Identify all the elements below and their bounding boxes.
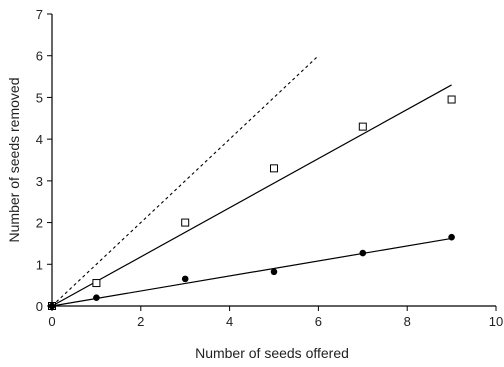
x-ticks: 0 2 4 6 8 10	[48, 306, 503, 329]
x-axis-title: Number of seeds offered	[195, 345, 349, 361]
y-tick-label: 7	[36, 7, 43, 22]
x-tick-label: 0	[48, 314, 55, 329]
data-point-square	[358, 122, 367, 131]
data-point-square	[181, 218, 190, 227]
y-tick-label: 3	[36, 174, 43, 189]
lines	[51, 55, 452, 307]
y-tick-label: 0	[36, 299, 43, 314]
y-ticks: 0 1 2 3 4 5 6 7	[36, 7, 52, 314]
data-point-square	[92, 279, 101, 288]
data-point-square	[270, 164, 278, 173]
y-tick-label: 1	[36, 257, 43, 272]
fit-line-series-1	[51, 84, 452, 307]
y-axis-title: Number of seeds removed	[6, 78, 22, 243]
fit-line-series-2	[51, 237, 452, 307]
data-point-circle	[359, 249, 367, 257]
reference-line	[51, 55, 319, 307]
data-point-circle	[48, 302, 56, 310]
y-tick-label: 6	[36, 49, 43, 64]
points	[48, 95, 456, 310]
x-tick-label: 4	[226, 314, 233, 329]
data-point-circle	[270, 268, 278, 276]
y-tick-label: 2	[36, 216, 43, 231]
x-tick-label: 10	[489, 314, 503, 329]
x-tick-label: 2	[137, 314, 144, 329]
data-point-circle	[93, 294, 100, 301]
data-point-circle	[181, 275, 189, 283]
y-tick-label: 4	[36, 132, 43, 147]
axes	[51, 14, 496, 307]
data-point-circle	[448, 233, 455, 241]
y-tick-label: 5	[36, 90, 43, 105]
x-tick-label: 8	[404, 314, 411, 329]
data-point-square	[447, 95, 456, 104]
x-tick-label: 6	[315, 314, 322, 329]
